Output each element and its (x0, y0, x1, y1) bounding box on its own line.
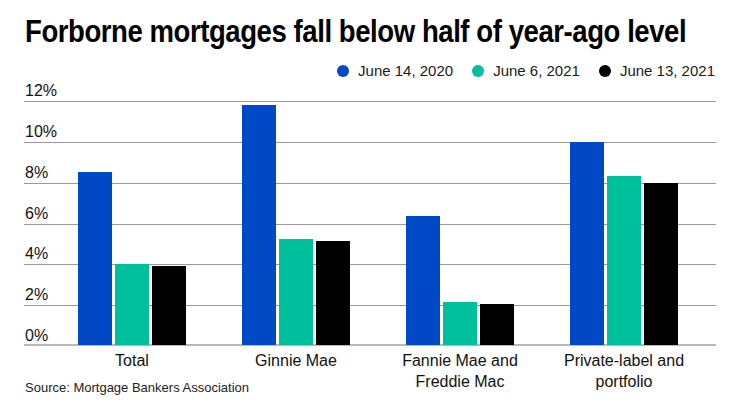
x-category-label: Fannie Mae and Freddie Mac (376, 350, 544, 392)
bar-june-14-2020 (570, 142, 604, 345)
bar-june-14-2020 (242, 105, 276, 345)
plot-area: 12%10%8%6%4%2%0%TotalGinnie MaeFannie Ma… (24, 101, 716, 346)
bar-june-6-2021 (279, 239, 313, 345)
gridline (24, 101, 716, 102)
x-category-label: Total (48, 350, 216, 371)
bar-june-6-2021 (115, 264, 149, 345)
legend-dot-icon (472, 65, 484, 77)
bar-june-13-2021 (480, 304, 514, 345)
legend-item-june-6-2021: June 6, 2021 (472, 62, 580, 79)
y-tick-label: 0% (25, 328, 48, 344)
legend-item-june-13-2021: June 13, 2021 (599, 62, 715, 79)
legend-dot-icon (599, 65, 611, 77)
legend-label: June 6, 2021 (493, 62, 580, 79)
y-tick-label: 4% (25, 246, 48, 262)
bar-june-6-2021 (443, 302, 477, 345)
bar-june-6-2021 (607, 176, 641, 345)
chart-title: Forborne mortgages fall below half of ye… (25, 13, 686, 50)
chart: Forborne mortgages fall below half of ye… (0, 0, 740, 416)
bar-june-13-2021 (316, 241, 350, 345)
y-tick-label: 10% (25, 124, 57, 140)
y-tick-label: 2% (25, 287, 48, 303)
gridline (24, 142, 716, 143)
y-tick-label: 8% (25, 165, 48, 181)
source-note: Source: Mortgage Bankers Association (25, 380, 249, 395)
bar-june-13-2021 (644, 183, 678, 345)
bar-june-14-2020 (406, 216, 440, 345)
bar-june-13-2021 (152, 266, 186, 345)
x-category-label: Ginnie Mae (212, 350, 380, 371)
y-tick-label: 12% (25, 83, 57, 99)
legend-dot-icon (337, 65, 349, 77)
legend-label: June 14, 2020 (358, 62, 453, 79)
legend: June 14, 2020 June 6, 2021 June 13, 2021 (337, 62, 715, 79)
bar-june-14-2020 (78, 172, 112, 345)
y-tick-label: 6% (25, 206, 48, 222)
legend-label: June 13, 2021 (620, 62, 715, 79)
x-category-label: Private-label and portfolio (540, 350, 708, 392)
legend-item-june-14-2020: June 14, 2020 (337, 62, 453, 79)
